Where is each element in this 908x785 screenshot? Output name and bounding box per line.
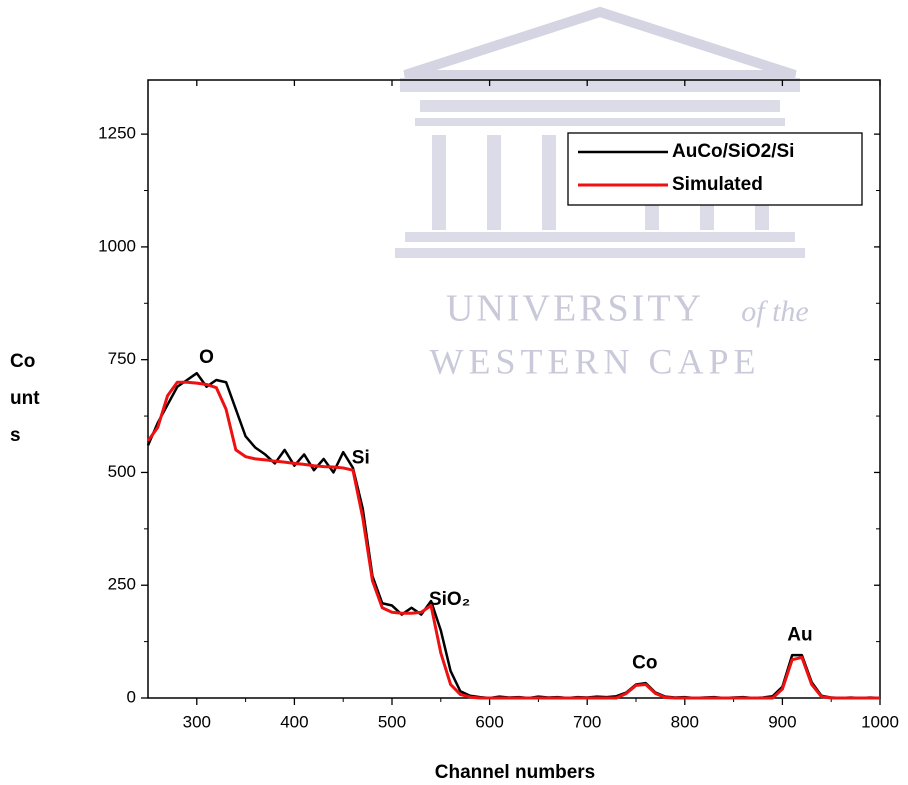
- x-tick-label: 1000: [861, 712, 899, 731]
- y-tick-label: 750: [108, 349, 136, 368]
- watermark-text: WESTERN CAPE: [429, 341, 760, 381]
- watermark-text: of the: [741, 295, 809, 328]
- legend-label: Simulated: [672, 174, 763, 195]
- legend-label: AuCo/SiO2/Si: [672, 141, 794, 162]
- x-tick-label: 900: [768, 712, 796, 731]
- y-axis-label: Counts: [10, 351, 40, 446]
- annotation: SiO₂: [429, 589, 470, 610]
- annotation: O: [199, 347, 214, 368]
- legend-box: [567, 132, 863, 206]
- y-tick-label: 1000: [98, 236, 136, 255]
- x-tick-label: 800: [671, 712, 699, 731]
- y-tick-label: 1250: [98, 124, 136, 143]
- y-tick-label: 0: [127, 687, 136, 706]
- annotation: Au: [787, 624, 812, 645]
- series-line: [146, 380, 880, 700]
- x-tick-label: 300: [183, 712, 211, 731]
- x-tick-label: 400: [280, 712, 308, 731]
- x-tick-label: 500: [378, 712, 406, 731]
- x-tick-label: 700: [573, 712, 601, 731]
- x-axis-label: Channel numbers: [435, 762, 595, 783]
- annotation: Si: [352, 447, 370, 468]
- series-line: [146, 371, 881, 700]
- y-tick-label: 500: [108, 462, 136, 481]
- x-tick-label: 600: [475, 712, 503, 731]
- annotation: Co: [632, 652, 657, 673]
- y-tick-label: 250: [108, 575, 136, 594]
- watermark-text: UNIVERSITY: [446, 288, 704, 330]
